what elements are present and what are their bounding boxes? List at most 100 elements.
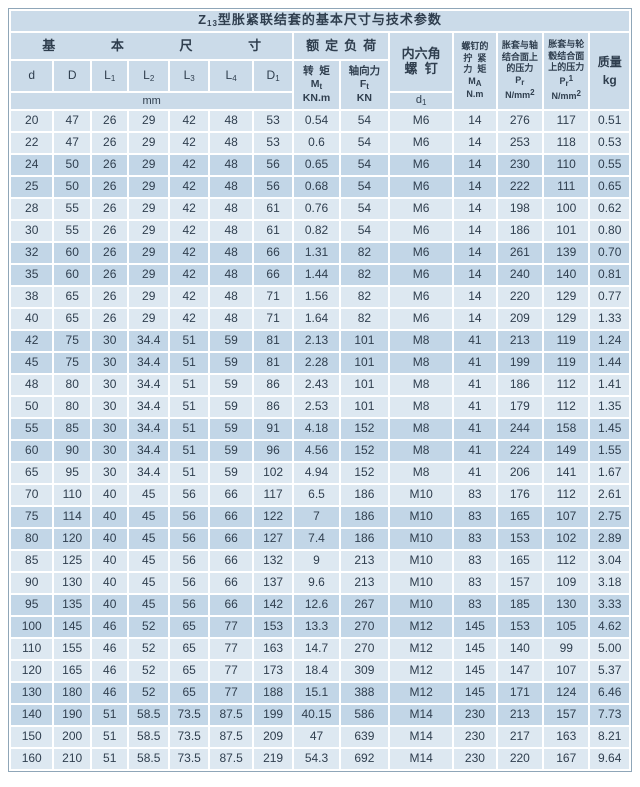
table-cell: 51 — [91, 705, 128, 725]
table-cell: 14 — [454, 309, 496, 329]
table-cell: 83 — [454, 507, 496, 527]
table-cell: 4.94 — [294, 463, 339, 483]
table-cell: 124 — [544, 683, 589, 703]
header-col-L3: L3 — [169, 61, 209, 91]
table-cell: 14.7 — [294, 639, 339, 659]
table-cell: 153 — [253, 617, 293, 637]
table-cell: 122 — [253, 507, 293, 527]
table-cell: 112 — [544, 485, 589, 505]
table-cell: 150 — [11, 727, 53, 747]
table-cell: 41 — [454, 375, 496, 395]
table-cell: 142 — [253, 595, 293, 615]
table-cell: 1.33 — [590, 309, 629, 329]
table-cell: 30 — [91, 397, 128, 417]
table-cell: 145 — [454, 639, 496, 659]
table-cell: M14 — [390, 705, 453, 725]
table-cell: 102 — [253, 463, 293, 483]
table-cell: 41 — [454, 397, 496, 417]
table-cell: 1.31 — [294, 243, 339, 263]
table-cell: 75 — [54, 331, 90, 351]
table-cell: 51 — [169, 353, 209, 373]
table-cell: 40 — [91, 485, 128, 505]
table-row: 110 155 46 52 65 77 163 14.7 270 M12 145 140 99 5.00 — [11, 639, 629, 659]
table-cell: 61 — [253, 199, 293, 219]
table-cell: 26 — [91, 199, 128, 219]
table-cell: 270 — [340, 639, 389, 659]
table-cell: 77 — [210, 683, 252, 703]
table-cell: 54 — [340, 133, 389, 153]
table-cell: 137 — [253, 573, 293, 593]
table-row: 65 95 30 34.4 51 59 102 4.94 152 M8 41 206 141 1.67 — [11, 463, 629, 483]
table-cell: 29 — [129, 199, 168, 219]
table-cell: 140 — [11, 705, 53, 725]
table-cell: 130 — [11, 683, 53, 703]
table-cell: M12 — [390, 661, 453, 681]
table-cell: 56 — [169, 573, 209, 593]
table-cell: 54 — [340, 177, 389, 197]
table-cell: 56 — [169, 551, 209, 571]
table-cell: 86 — [253, 375, 293, 395]
table-cell: 107 — [544, 507, 589, 527]
table-cell: 160 — [11, 749, 53, 769]
header-group-row: 基 本 尺 寸 额定负荷 内六角螺 钉 螺钉的拧 紧力 矩 MA N.m 胀套与轴结… — [11, 33, 629, 109]
table-cell: 100 — [544, 199, 589, 219]
table-cell: 1.44 — [294, 265, 339, 285]
table-cell: 13.3 — [294, 617, 339, 637]
table-row: 48 80 30 34.4 51 59 86 2.43 101 M8 41 186 112 1.41 — [11, 375, 629, 395]
table-cell: 85 — [11, 551, 53, 571]
table-cell: 41 — [454, 419, 496, 439]
table-cell: 45 — [129, 551, 168, 571]
header-screw-tightening-torque: 螺钉的拧 紧力 矩 MA N.m — [454, 33, 496, 109]
table-cell: 0.70 — [590, 243, 629, 263]
table-cell: 222 — [497, 177, 543, 197]
table-cell: 77 — [210, 639, 252, 659]
table-cell: 230 — [454, 749, 496, 769]
table-cell: 29 — [129, 155, 168, 175]
table-cell: 73.5 — [169, 727, 209, 747]
table-cell: 34.4 — [129, 441, 168, 461]
table-cell: 46 — [91, 661, 128, 681]
table-cell: 87.5 — [210, 705, 252, 725]
table-cell: 118 — [544, 133, 589, 153]
table-cell: 165 — [497, 507, 543, 527]
table-cell: 54 — [340, 155, 389, 175]
table-cell: 6.5 — [294, 485, 339, 505]
table-cell: 45 — [129, 529, 168, 549]
table-cell: 65 — [169, 639, 209, 659]
table-cell: 30 — [91, 375, 128, 395]
table-cell: M6 — [390, 199, 453, 219]
table-cell: 51 — [169, 375, 209, 395]
table-cell: 9.64 — [590, 749, 629, 769]
table-cell: M6 — [390, 243, 453, 263]
table-cell: 147 — [497, 661, 543, 681]
title-row: Z13型胀紧联结套的基本尺寸与技术参数 — [11, 11, 629, 31]
table-cell: 47 — [294, 727, 339, 747]
table-cell: 60 — [54, 265, 90, 285]
table-cell: 53 — [253, 133, 293, 153]
table-cell: M12 — [390, 683, 453, 703]
table-cell: 101 — [340, 331, 389, 351]
table-cell: 153 — [497, 529, 543, 549]
table-cell: 7 — [294, 507, 339, 527]
table-cell: 165 — [54, 661, 90, 681]
table-cell: 59 — [210, 375, 252, 395]
table-row: 35 60 26 29 42 48 66 1.44 82 M6 14 240 140 0.81 — [11, 265, 629, 285]
header-basic-dimensions: 基 本 尺 寸 — [11, 33, 293, 59]
table-cell: 120 — [11, 661, 53, 681]
table-cell: 0.65 — [294, 155, 339, 175]
table-cell: 200 — [54, 727, 90, 747]
table-cell: 1.67 — [590, 463, 629, 483]
table-cell: 95 — [11, 595, 53, 615]
table-cell: 54.3 — [294, 749, 339, 769]
table-cell: 42 — [169, 111, 209, 131]
table-row: 32 60 26 29 42 48 66 1.31 82 M6 14 261 139 0.70 — [11, 243, 629, 263]
table-cell: 119 — [544, 353, 589, 373]
table-cell: 101 — [544, 221, 589, 241]
table-cell: 129 — [544, 309, 589, 329]
table-cell: 65 — [169, 661, 209, 681]
table-cell: 586 — [340, 705, 389, 725]
table-cell: 48 — [11, 375, 53, 395]
table-cell: 52 — [129, 617, 168, 637]
table-cell: 270 — [340, 617, 389, 637]
table-cell: 83 — [454, 595, 496, 615]
